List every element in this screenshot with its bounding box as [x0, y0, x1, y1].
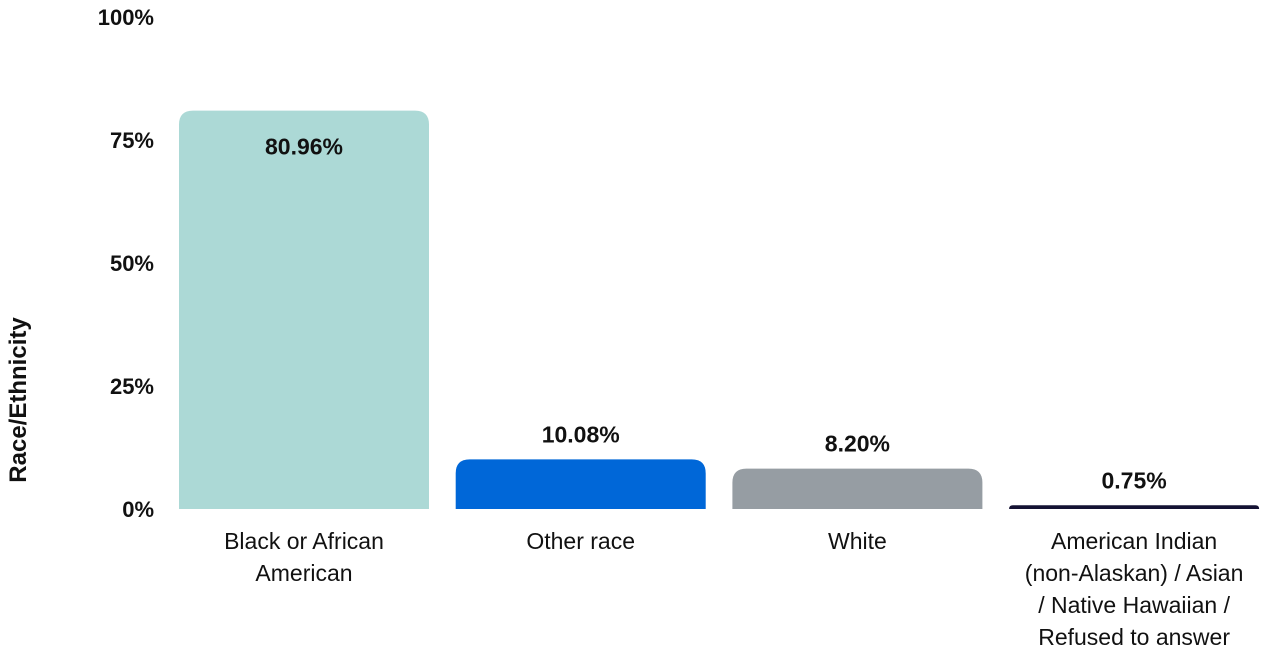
y-axis-label: Race/Ethnicity: [5, 317, 32, 483]
value-label: 8.20%: [825, 431, 890, 457]
category-label: Other race: [526, 528, 635, 554]
value-label: 10.08%: [542, 421, 620, 447]
category-label: American Indian: [1051, 528, 1217, 554]
bar: [455, 459, 706, 509]
value-label: 80.96%: [265, 134, 343, 160]
bars: [179, 110, 1260, 509]
category-labels: Black or African American Other race White A…: [224, 528, 1243, 650]
bar: [1009, 505, 1260, 509]
bar: [179, 110, 429, 509]
y-tick-label: 50%: [110, 251, 154, 276]
y-tick-label: 25%: [110, 374, 154, 399]
y-tick-label: 100%: [98, 5, 154, 30]
category-label: Refused to answer: [1038, 624, 1230, 650]
y-tick-label: 75%: [110, 128, 154, 153]
y-tick-label: 0%: [122, 497, 154, 522]
category-label: American: [255, 560, 352, 586]
category-label: (non-Alaskan) / Asian: [1025, 560, 1244, 586]
category-label: Black or African: [224, 528, 384, 554]
value-labels: 80.96% 10.08% 8.20% 0.75%: [265, 134, 1167, 494]
category-label: / Native Hawaiian /: [1038, 592, 1230, 618]
value-label: 0.75%: [1101, 467, 1166, 493]
y-axis-ticks: 0% 25% 50% 75% 100%: [98, 5, 154, 522]
bar: [732, 468, 983, 509]
category-label: White: [828, 528, 887, 554]
